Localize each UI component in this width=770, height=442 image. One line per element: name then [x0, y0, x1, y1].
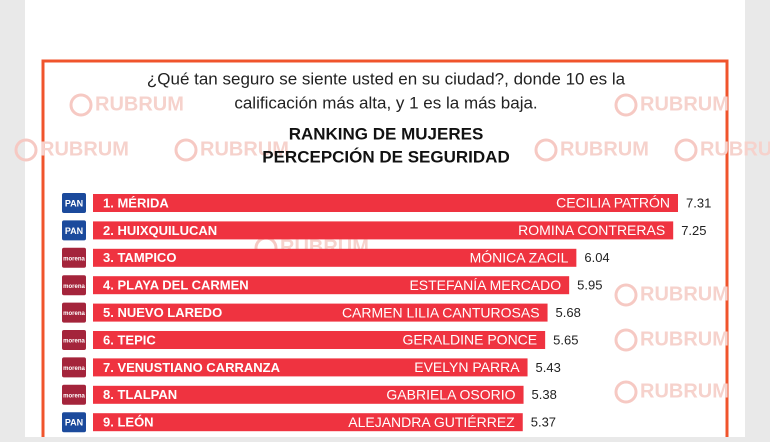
party-label: PAN	[65, 198, 83, 208]
watermark-logo	[69, 93, 93, 117]
category-label: 2. HUIXQUILUCAN	[103, 223, 217, 238]
name-label: CECILIA PATRÓN	[556, 195, 670, 211]
party-logo	[62, 302, 86, 323]
name-label: GABRIELA OSORIO	[386, 387, 515, 403]
value-label: 5.43	[536, 360, 561, 375]
party-logo	[62, 330, 86, 350]
watermark-logo	[614, 283, 638, 307]
party-label: morena	[63, 393, 85, 399]
bar	[93, 385, 524, 404]
party-label: PAN	[65, 418, 83, 428]
category-label: 1. MÉRIDA	[103, 195, 169, 210]
watermark: RUBRUM	[640, 328, 729, 350]
watermark-logo	[14, 138, 38, 162]
question-line: ¿Qué tan seguro se siente usted en su ci…	[147, 69, 626, 88]
value-label: 5.38	[532, 387, 557, 402]
party-logo	[62, 247, 86, 268]
name-label: ESTEFANÍA MERCADO	[409, 277, 561, 293]
bar	[93, 221, 674, 240]
party-label: morena	[63, 256, 85, 262]
value-label: 6.04	[584, 250, 609, 265]
value-label: 5.37	[531, 415, 556, 430]
name-label: CARMEN LILIA CANTUROSAS	[342, 304, 540, 320]
name-label: ALEJANDRA GUTIÉRREZ	[348, 414, 515, 430]
bar	[93, 331, 546, 349]
party-logo	[62, 193, 86, 213]
category-label: 9. LEÓN	[103, 415, 154, 430]
party-label: PAN	[65, 226, 83, 236]
value-label: 7.25	[681, 223, 706, 238]
party-label: morena	[63, 366, 85, 372]
watermark: RUBRUM	[560, 138, 649, 160]
party-logo	[62, 384, 86, 405]
party-label: morena	[63, 339, 85, 345]
watermark-logo	[174, 138, 198, 162]
bar	[93, 413, 523, 432]
party-logo	[62, 275, 86, 296]
party-label: morena	[63, 311, 85, 317]
bar	[93, 358, 528, 377]
party-label: morena	[63, 284, 85, 290]
category-label: 4. PLAYA DEL CARMEN	[103, 278, 249, 293]
watermark: RUBRUM	[640, 283, 729, 305]
name-label: GERALDINE PONCE	[403, 332, 538, 348]
value-label: 5.68	[556, 305, 581, 320]
bar	[93, 303, 548, 322]
watermark-logo	[614, 93, 638, 117]
watermark-logo	[534, 138, 558, 162]
category-label: 5. NUEVO LAREDO	[103, 305, 222, 320]
party-logo	[62, 357, 86, 378]
category-label: 8. TLALPAN	[103, 387, 177, 402]
value-label: 7.31	[686, 195, 711, 210]
bar	[93, 194, 678, 212]
watermark: RUBRUM	[40, 138, 129, 160]
name-label: EVELYN PARRA	[414, 359, 520, 375]
frame	[41, 59, 729, 442]
chart-title: RANKING DE MUJERES	[289, 124, 484, 143]
watermark: RUBRUM	[200, 138, 289, 160]
watermark: RUBRUM	[640, 93, 729, 115]
bar	[93, 248, 577, 267]
watermark-logo	[674, 138, 698, 162]
value-label: 5.65	[553, 332, 578, 347]
watermark: RUBRUM	[640, 380, 729, 402]
question-line: calificación más alta, y 1 es la más baj…	[234, 93, 537, 112]
watermark: RUBRUM	[95, 93, 184, 115]
category-label: 6. TEPIC	[103, 332, 156, 347]
watermark: RUBRUM	[700, 138, 770, 160]
watermark-logo	[614, 328, 638, 352]
value-label: 5.95	[577, 278, 602, 293]
category-label: 7. VENUSTIANO CARRANZA	[103, 360, 281, 375]
category-label: 3. TAMPICO	[103, 250, 176, 265]
party-logo	[62, 412, 86, 433]
watermark-logo	[614, 380, 638, 404]
party-logo	[62, 220, 86, 241]
name-label: MÓNICA ZACIL	[470, 250, 569, 266]
chart-subtitle: PERCEPCIÓN DE SEGURIDAD	[262, 147, 509, 166]
bar	[93, 276, 570, 295]
name-label: ROMINA CONTRERAS	[518, 222, 665, 238]
